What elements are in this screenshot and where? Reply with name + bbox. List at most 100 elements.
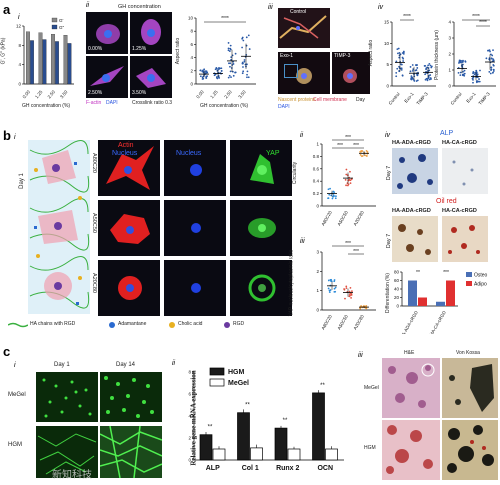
- aiv1-2-pt-22: [426, 66, 429, 69]
- bii-0-pt-6: [328, 193, 331, 196]
- row-a20c80: A20C80: [90, 273, 97, 293]
- micro-a-ii-2-label: 1.25%: [132, 46, 147, 52]
- aiv2-1-pt-19: [472, 72, 474, 75]
- cii-ytick-label-3: 6: [188, 392, 191, 397]
- aiv2-1-pt-5: [475, 70, 478, 73]
- panel-a-iv-label: iv: [378, 4, 384, 11]
- panel-a-ii-title: GH concentration: [118, 4, 161, 10]
- biii-ytick-label-0: 0: [316, 308, 319, 313]
- aiv2-2-pt-20: [487, 49, 490, 52]
- aspect-2-pt-0: [231, 70, 234, 73]
- aiv2-0-pt-21: [458, 62, 460, 64]
- biv-xtick-1: HA-CA-cRGD: [429, 309, 448, 334]
- aspect-1-pt-16: [218, 77, 221, 79]
- ai-bar-G''-0.00: [30, 40, 34, 85]
- aspect-2-pt-23: [229, 48, 232, 51]
- biv-ytick-label-0: 0: [396, 304, 399, 309]
- aiv2-1-pt-13: [474, 71, 476, 74]
- aiv1-0-pt-8: [400, 67, 403, 70]
- bii-1-pt-2: [349, 170, 351, 173]
- aiv2-1-pt-29: [476, 80, 479, 83]
- cii-xtick-2: Runx 2: [276, 465, 299, 472]
- aspect-3-pt-22: [242, 70, 245, 73]
- aspect-xtick-0: 0.00: [195, 89, 205, 99]
- ai-bar-G'-0.00: [26, 31, 30, 85]
- aiv1-1-pt-10: [411, 77, 414, 80]
- biv-col-2b: HA-CA-cRGD: [442, 208, 477, 214]
- aiv2-ytick-label-4: 4: [448, 20, 451, 25]
- aiv2-0-pt-28: [461, 73, 464, 76]
- aiv1-0-pt-5: [396, 67, 399, 70]
- biv-sig-1: **: [416, 270, 420, 276]
- cii-sig-3: **: [320, 383, 325, 389]
- panel-c-i-label: i: [14, 362, 16, 369]
- biii-xtick-1: A50C50: [336, 314, 349, 331]
- aspect-0-pt-23: [205, 70, 208, 73]
- legend-dapi: DAPI: [106, 100, 118, 106]
- legend-rgd: RGD: [233, 321, 245, 327]
- bii-2-pt-13: [361, 155, 364, 157]
- aspect-0-pt-21: [204, 72, 207, 74]
- micro-b-yap-1: YAP: [230, 140, 292, 196]
- biv-col-1a: HA-ADA-cRGD: [392, 140, 431, 146]
- micro-a-ii-1-label: 0.00%: [88, 46, 103, 52]
- aiv2-2-pt-15: [489, 50, 491, 53]
- aiv2-0-pt-27: [459, 60, 461, 63]
- biii-0-pt-13: [334, 286, 337, 289]
- aspect-2-pt-6: [227, 42, 230, 44]
- aiv1-2-pt-29: [424, 64, 427, 67]
- c-vonkossa: Von Kossa: [456, 350, 480, 356]
- aiv2-2-pt-16: [490, 68, 493, 71]
- micro-c-2: [100, 372, 162, 422]
- micro-b-yap-3: [230, 260, 292, 316]
- aiv1-0-pt-17: [397, 47, 400, 50]
- micro-b-nucleus-1: Nucleus: [164, 140, 226, 196]
- aiv2-1-pt-26: [472, 78, 474, 81]
- aspect-2-pt-25: [234, 71, 237, 74]
- ai-bar-G'-2.50: [51, 34, 55, 85]
- biii-0-pt-11: [328, 291, 331, 294]
- aspect-2-pt-5: [227, 49, 230, 52]
- cii-bar-HGM-ALP: [199, 434, 213, 461]
- chart-a-iv-2-ylabel: Protein thickness (µm): [433, 30, 440, 80]
- biii-1-pt-12: [345, 287, 348, 290]
- cii-xtick-0: ALP: [206, 465, 220, 472]
- bii-2-pt-6: [365, 149, 368, 152]
- micro-a-ii-2: 1.25%: [130, 12, 172, 54]
- aiv2-1-pt-12: [478, 78, 480, 80]
- aiv1-1-pt-28: [415, 80, 418, 82]
- biii-0-pt-8: [327, 279, 330, 282]
- biii-2-pt-14: [359, 307, 362, 310]
- aspect-3-pt-13: [245, 36, 248, 39]
- aspect-sig: ****: [221, 16, 229, 22]
- aspect-xtick-1: 1.25: [209, 89, 219, 99]
- biii-0-pt-14: [333, 290, 336, 293]
- aiv1-ytick-label-1: 5: [386, 62, 389, 67]
- aspect-1-pt-12: [216, 69, 219, 72]
- chart-a-iv-2: 0 1 2 3 4 Control Exo-1 TIMP-3 ********: [448, 14, 496, 106]
- cii-bar-MeGel-Col 1: [250, 447, 263, 461]
- bii-ytick-label-5: 1: [316, 142, 319, 147]
- aiv1-2-pt-18: [426, 79, 429, 82]
- ai-bar-G'-3.50: [63, 35, 68, 85]
- cii-legend-label-1: MeGel: [228, 380, 249, 387]
- bii-0-pt-1: [327, 197, 329, 200]
- chart-c-ii-ylabel: Relative gene mRNA expression: [189, 370, 198, 466]
- aiv2-xtick-1: Exo-1: [465, 91, 477, 104]
- bii-0-pt-13: [332, 195, 334, 198]
- bii-ytick-label-4: 0.8: [313, 154, 320, 159]
- aspect-ytick-label-1: 2: [190, 68, 193, 73]
- aiv2-sig-1: ****: [472, 14, 480, 20]
- aiv2-2-pt-9: [492, 49, 494, 52]
- aiv2-1-pt-20: [476, 76, 479, 79]
- aiv2-0-pt-16: [462, 59, 464, 62]
- alp-label: ALP: [440, 130, 454, 137]
- bii-0-pt-2: [331, 197, 334, 200]
- aspect-1-pt-19: [216, 77, 219, 80]
- aiv1-0-pt-2: [395, 71, 398, 74]
- micro-a-ii-4-label: 3.50%: [132, 90, 147, 96]
- aiv2-1-pt-18: [473, 73, 476, 76]
- aspect-3-pt-1: [246, 76, 248, 79]
- legend-cholic: Cholic acid: [178, 321, 203, 327]
- micro-c-vk-1: [442, 358, 498, 418]
